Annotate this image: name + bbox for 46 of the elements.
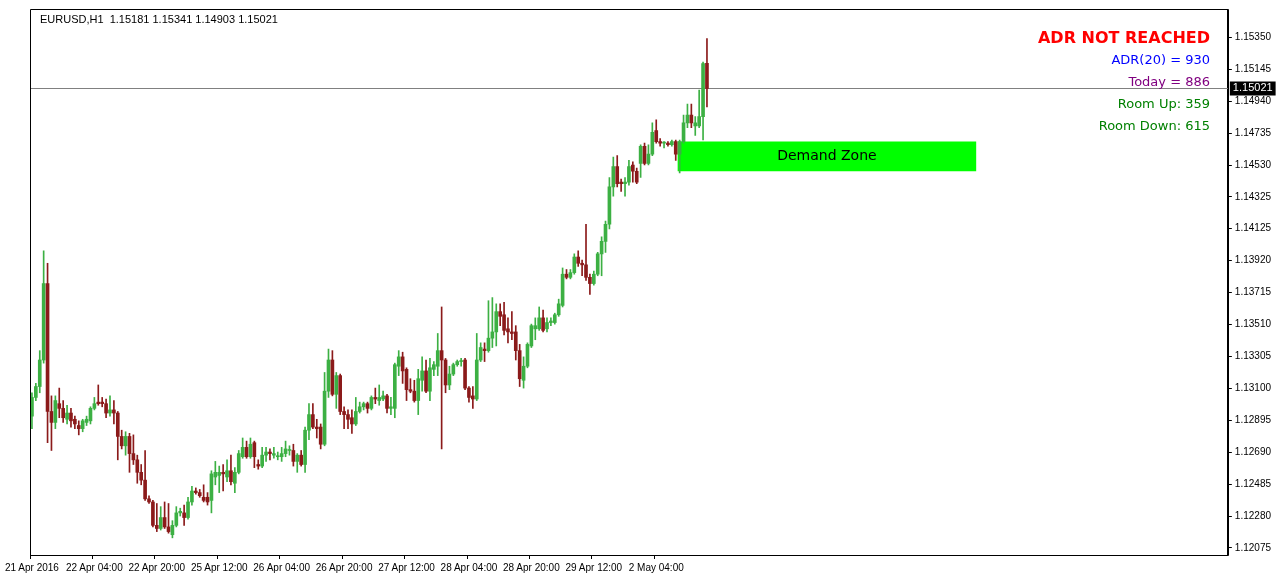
candlestick [154, 503, 159, 532]
y-tick-label: 1.14940 [1234, 94, 1272, 106]
candlestick [373, 387, 378, 405]
candlestick [182, 504, 186, 526]
x-tick-label: 28 Apr 04:00 [440, 561, 498, 573]
y-tick-label: 1.15350 [1234, 30, 1272, 42]
x-tick-label: 26 Apr 20:00 [315, 561, 373, 573]
x-tick-label: 27 Apr 12:00 [378, 561, 436, 573]
x-tick-label: 2 May 04:00 [628, 561, 685, 573]
y-tick-label: 1.12485 [1234, 477, 1272, 489]
y-tick-label: 1.15145 [1234, 62, 1272, 74]
x-tick-label: 22 Apr 04:00 [66, 561, 124, 573]
y-tick-label: 1.12895 [1234, 413, 1272, 425]
y-tick-label: 1.13920 [1234, 253, 1272, 265]
x-tick-label: 26 Apr 04:00 [253, 561, 311, 573]
x-tick-label: 28 Apr 20:00 [503, 561, 561, 573]
ref-line-label: 1.15021 [1232, 81, 1273, 94]
annotation: Room Down: 615 [1097, 117, 1210, 135]
band-label: Demand Zone [777, 147, 877, 164]
x-tick-label: 22 Apr 20:00 [128, 561, 186, 573]
candlestick [459, 358, 463, 367]
y-tick-label: 1.14125 [1234, 221, 1272, 233]
annotation: ADR(20) = 930 [1110, 51, 1210, 69]
candlestick [57, 387, 62, 419]
candlestick [272, 447, 276, 459]
y-tick-label: 1.12280 [1234, 509, 1272, 521]
candlestick [268, 448, 272, 461]
candlestick [96, 384, 101, 406]
annotation: ADR NOT REACHED [1037, 27, 1210, 49]
y-tick-label: 1.13305 [1234, 349, 1272, 361]
x-tick-label: 29 Apr 12:00 [565, 561, 623, 573]
y-tick-label: 1.12690 [1234, 445, 1272, 457]
y-tick-label: 1.14735 [1234, 126, 1272, 138]
y-tick-label: 1.13100 [1234, 381, 1272, 393]
candlestick [217, 465, 222, 493]
annotation: Today = 886 [1127, 73, 1210, 91]
y-tick-label: 1.13715 [1234, 285, 1272, 297]
x-tick-label: 25 Apr 12:00 [190, 561, 249, 573]
y-tick-label: 1.12075 [1234, 541, 1272, 553]
y-tick-label: 1.14325 [1234, 190, 1272, 202]
chart-title: EURUSD,H1 1.15181 1.15341 1.14903 1.15021 [40, 13, 278, 25]
annotation: Room Up: 359 [1116, 95, 1210, 113]
x-tick-label: 21 Apr 2016 [4, 561, 60, 573]
y-tick-label: 1.14530 [1234, 158, 1272, 170]
y-tick-label: 1.13510 [1234, 317, 1272, 329]
candlestick [221, 464, 225, 492]
